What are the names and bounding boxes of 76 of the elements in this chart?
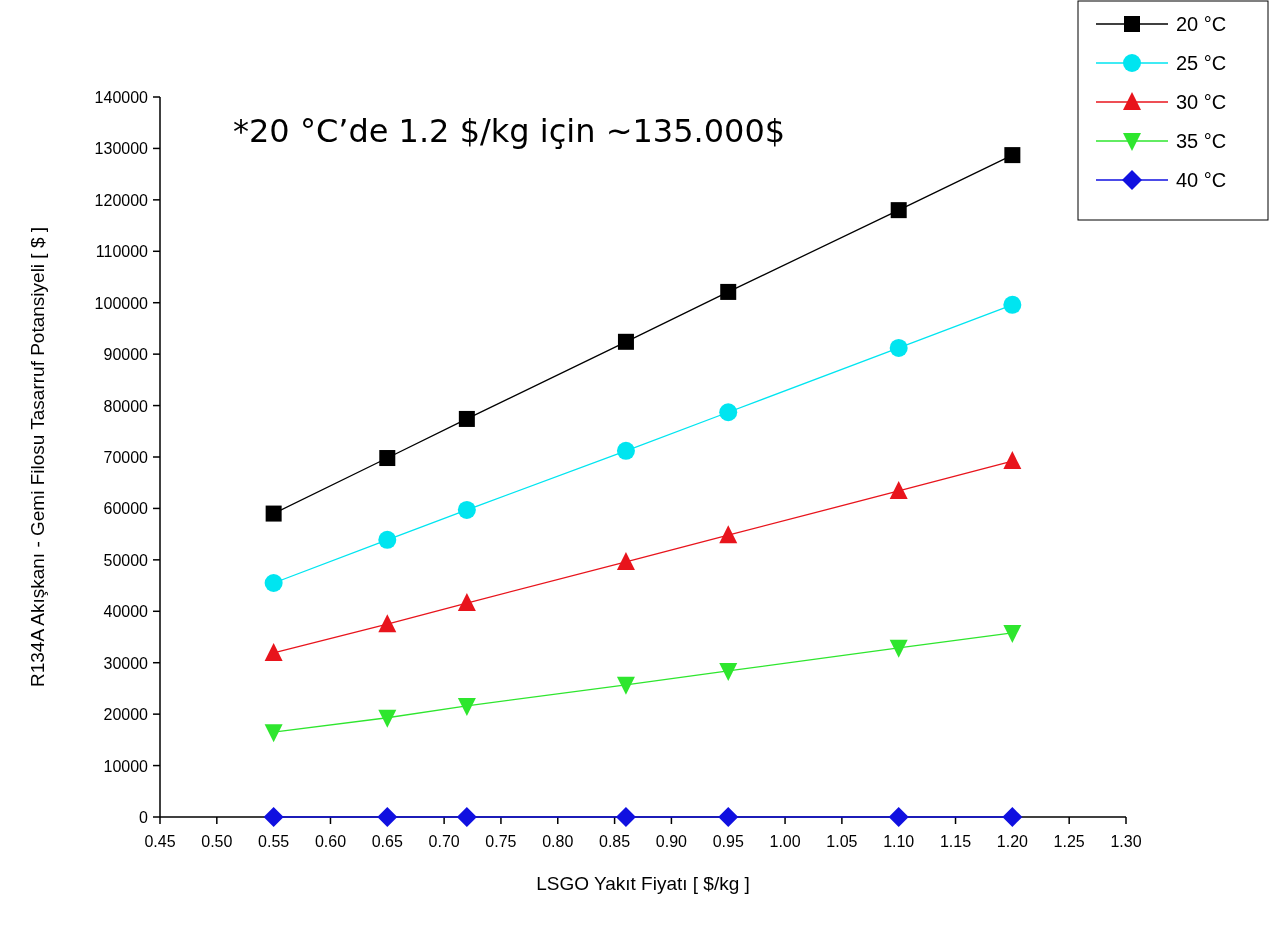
point (1002, 807, 1023, 827)
point (378, 614, 397, 633)
x-tick-label: 0.90 (655, 833, 688, 850)
point (1003, 624, 1022, 643)
point (617, 333, 634, 350)
annotation: *20 °C’de 1.2 $/kg için ~135.000$ (233, 112, 786, 150)
y-tick-label: 40000 (103, 603, 149, 621)
point (719, 525, 738, 544)
point (889, 480, 908, 499)
point (1003, 451, 1022, 470)
point (719, 662, 738, 681)
y-tick-label: 130000 (94, 140, 149, 158)
legend-label: 30 °C (1176, 91, 1227, 113)
legend-label: 20 °C (1176, 13, 1227, 35)
x-tick-label: 0.55 (258, 833, 290, 850)
y-tick-label: 90000 (103, 346, 149, 364)
x-axis-title: LSGO Yakıt Fiyatı [ $/kg ] (536, 873, 750, 894)
point (379, 450, 396, 467)
x-tick-label: 0.80 (542, 833, 574, 850)
y-tick-label: 30000 (103, 654, 149, 672)
legend-label: 35 °C (1176, 130, 1227, 152)
point (456, 807, 477, 827)
y-tick-label: 60000 (103, 500, 149, 518)
point (378, 530, 397, 549)
point (889, 338, 908, 357)
y-tick-label: 110000 (95, 243, 149, 261)
point (377, 807, 398, 827)
point (265, 505, 282, 522)
x-tick-label: 0.70 (428, 833, 460, 850)
point (1003, 295, 1022, 314)
point (457, 500, 476, 519)
x-tick-label: 0.50 (201, 833, 233, 850)
point (888, 807, 909, 827)
x-tick-label: 1.25 (1053, 833, 1085, 850)
point (890, 202, 907, 219)
legend-label: 25 °C (1176, 52, 1227, 74)
y-tick-label: 70000 (103, 449, 149, 466)
point (720, 283, 737, 300)
point (457, 593, 476, 612)
x-tick-label: 0.95 (712, 833, 744, 850)
x-tick-label: 1.20 (996, 833, 1029, 850)
y-tick-label: 140000 (94, 89, 149, 106)
point (616, 441, 635, 460)
x-tick-label: 1.00 (769, 833, 801, 850)
y-tick-label: 0 (139, 809, 149, 826)
legend-label: 40 °C (1176, 169, 1227, 191)
point (615, 807, 636, 827)
y-tick-label: 50000 (103, 551, 149, 569)
x-tick-label: 0.65 (371, 833, 403, 850)
y-tick-label: 10000 (103, 757, 149, 775)
point (264, 724, 283, 743)
point (719, 403, 738, 422)
y-tick-label: 80000 (103, 397, 149, 415)
point (263, 807, 284, 827)
y-tick-label: 20000 (103, 706, 149, 724)
point (616, 676, 635, 695)
point (264, 574, 283, 592)
point (264, 642, 283, 661)
point (889, 639, 908, 658)
x-tick-label: 0.85 (599, 833, 631, 850)
y-tick-label: 100000 (94, 294, 149, 312)
point (457, 697, 476, 716)
point (718, 807, 739, 827)
point (1004, 147, 1021, 164)
y-tick-label: 120000 (94, 191, 149, 209)
point (458, 410, 475, 427)
point (378, 709, 397, 728)
y-axis-title: R134A Akışkanı - Gemi Filosu Tasarruf Potansiyeli [ $ ] (27, 226, 48, 688)
x-tick-label: 1.30 (1110, 833, 1142, 850)
x-tick-label: 1.05 (826, 833, 858, 850)
x-tick-label: 0.75 (485, 833, 517, 850)
x-tick-label: 1.10 (883, 833, 915, 850)
point (616, 551, 635, 570)
x-tick-label: 1.15 (939, 833, 972, 850)
x-tick-label: 0.60 (314, 833, 347, 850)
x-tick-label: 0.45 (144, 833, 176, 850)
